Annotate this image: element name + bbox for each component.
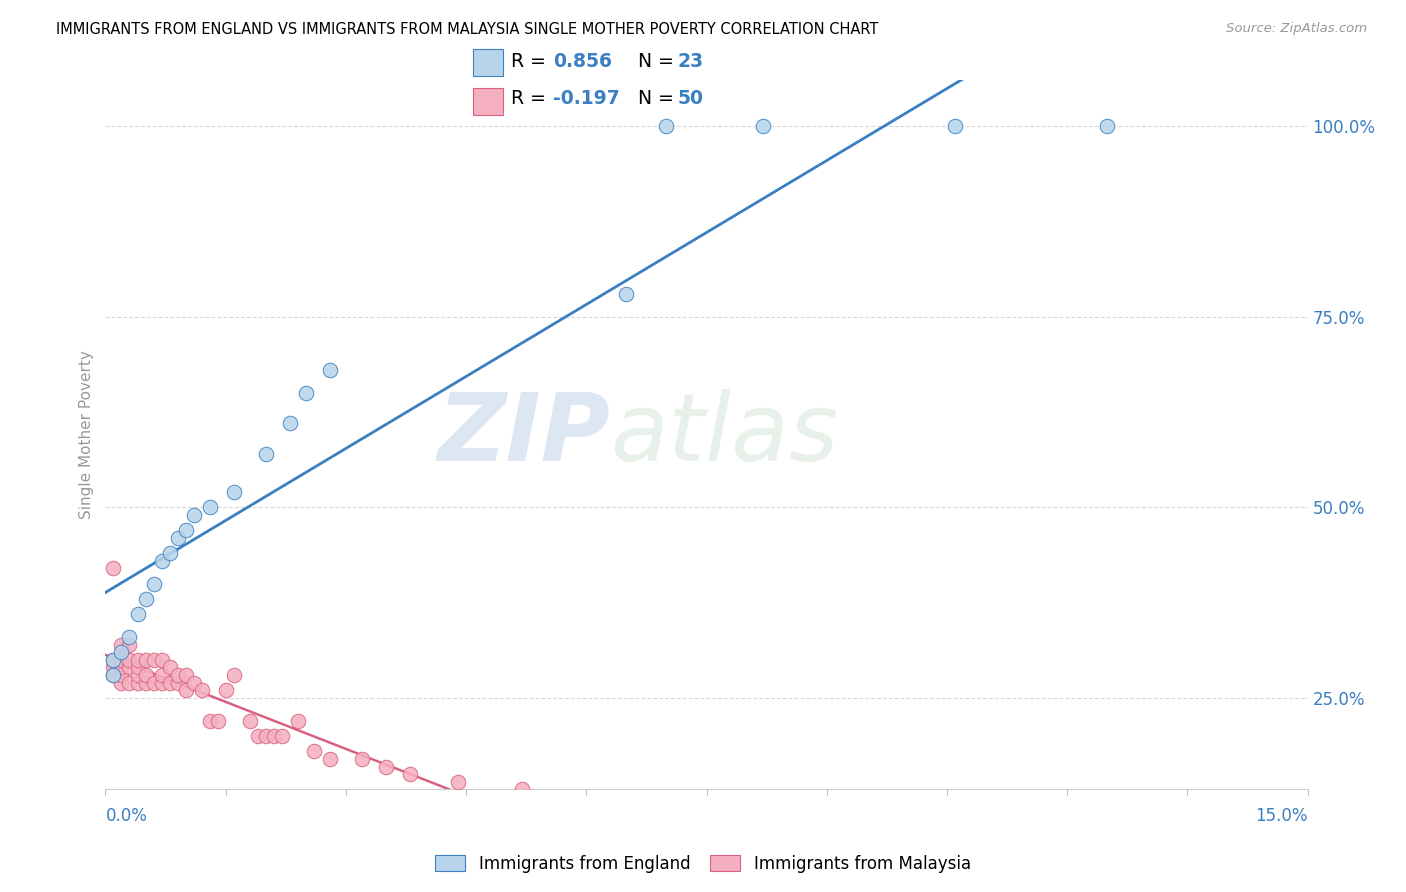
FancyBboxPatch shape — [472, 49, 503, 77]
Point — [103, 653, 125, 667]
Point — [302, 744, 325, 758]
Text: N =: N = — [638, 53, 679, 71]
Point — [110, 645, 132, 659]
Point — [222, 668, 245, 682]
Text: Source: ZipAtlas.com: Source: ZipAtlas.com — [1226, 22, 1367, 36]
Text: R =: R = — [510, 53, 551, 71]
Point — [135, 653, 157, 667]
Point — [1097, 119, 1119, 133]
Point — [319, 363, 342, 377]
Text: 0.0%: 0.0% — [105, 807, 148, 825]
Point — [127, 668, 149, 682]
Point — [399, 767, 422, 781]
Point — [278, 417, 301, 431]
Point — [510, 782, 533, 797]
Point — [166, 668, 188, 682]
Text: 15.0%: 15.0% — [1256, 807, 1308, 825]
Text: N =: N = — [638, 89, 679, 109]
Point — [166, 675, 188, 690]
Point — [127, 675, 149, 690]
Point — [198, 714, 221, 728]
Point — [174, 523, 197, 537]
Point — [118, 660, 141, 674]
Point — [118, 638, 141, 652]
Point — [295, 385, 318, 400]
Text: IMMIGRANTS FROM ENGLAND VS IMMIGRANTS FROM MALAYSIA SINGLE MOTHER POVERTY CORREL: IMMIGRANTS FROM ENGLAND VS IMMIGRANTS FR… — [56, 22, 879, 37]
Legend: Immigrants from England, Immigrants from Malaysia: Immigrants from England, Immigrants from… — [429, 848, 977, 880]
Point — [159, 675, 181, 690]
Point — [374, 759, 398, 773]
FancyBboxPatch shape — [472, 87, 503, 115]
Point — [103, 561, 125, 575]
Point — [110, 638, 132, 652]
Point — [287, 714, 309, 728]
Point — [110, 653, 132, 667]
Point — [103, 668, 125, 682]
Point — [616, 286, 638, 301]
Point — [127, 660, 149, 674]
Text: 50: 50 — [678, 89, 703, 109]
Point — [174, 683, 197, 698]
Point — [135, 675, 157, 690]
Point — [207, 714, 229, 728]
Point — [254, 447, 277, 461]
Text: R =: R = — [510, 89, 551, 109]
Point — [214, 683, 236, 698]
Point — [943, 119, 966, 133]
Point — [150, 554, 173, 568]
Point — [183, 508, 205, 522]
Point — [150, 675, 173, 690]
Point — [254, 729, 277, 743]
Point — [150, 668, 173, 682]
Point — [198, 500, 221, 515]
Point — [103, 668, 125, 682]
Point — [159, 660, 181, 674]
Point — [135, 591, 157, 606]
Point — [103, 660, 125, 674]
Point — [110, 668, 132, 682]
Point — [166, 531, 188, 545]
Point — [183, 675, 205, 690]
Point — [350, 752, 373, 766]
Point — [142, 675, 165, 690]
Point — [655, 119, 678, 133]
Point — [118, 675, 141, 690]
Point — [246, 729, 269, 743]
Point — [150, 653, 173, 667]
Point — [127, 607, 149, 621]
Y-axis label: Single Mother Poverty: Single Mother Poverty — [79, 351, 94, 519]
Point — [127, 653, 149, 667]
Point — [110, 660, 132, 674]
Point — [142, 653, 165, 667]
Text: 23: 23 — [678, 53, 703, 71]
Point — [110, 675, 132, 690]
Point — [190, 683, 212, 698]
Point — [222, 485, 245, 500]
Point — [174, 668, 197, 682]
Point — [118, 653, 141, 667]
Point — [103, 653, 125, 667]
Point — [751, 119, 773, 133]
Point — [118, 630, 141, 644]
Point — [159, 546, 181, 560]
Point — [263, 729, 285, 743]
Point — [239, 714, 262, 728]
Point — [270, 729, 292, 743]
Point — [142, 576, 165, 591]
Point — [447, 774, 470, 789]
Point — [135, 668, 157, 682]
Text: 0.856: 0.856 — [553, 53, 612, 71]
Text: atlas: atlas — [610, 389, 838, 481]
Point — [319, 752, 342, 766]
Text: ZIP: ZIP — [437, 389, 610, 481]
Text: -0.197: -0.197 — [553, 89, 620, 109]
